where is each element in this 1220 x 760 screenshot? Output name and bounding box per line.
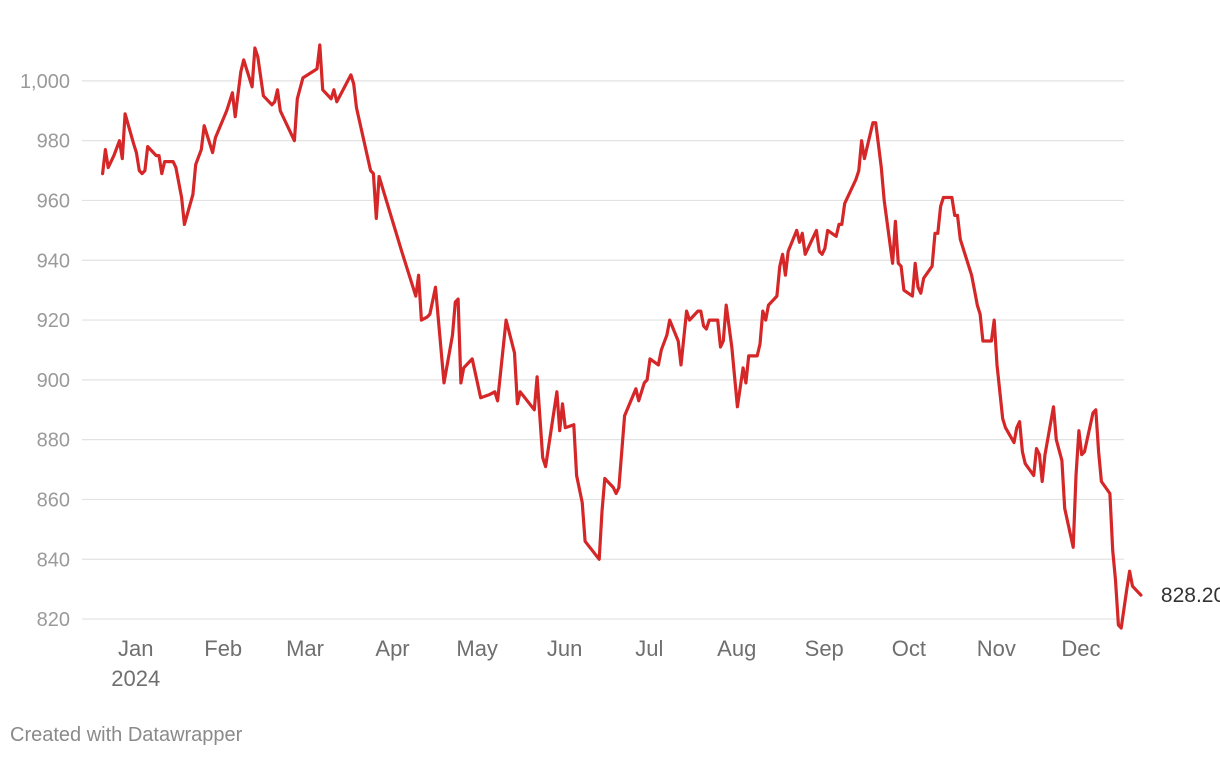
y-axis: 820 840 860 880 900 920 940 960 980 1,000 — [20, 71, 70, 631]
gridlines — [82, 80, 1124, 620]
x-tick-label: Jun — [547, 636, 582, 661]
y-tick-label: 900 — [37, 370, 70, 392]
x-axis: Jan 2024 Feb Mar Apr May Jun Jul Aug Sep Oct Nov Dec — [111, 636, 1100, 691]
y-tick-label: 920 — [37, 310, 70, 332]
x-tick-label: Jan — [118, 636, 153, 661]
series-layer: 828.208 — [101, 43, 1220, 630]
y-tick-label: 940 — [37, 250, 70, 272]
x-tick-label: Nov — [977, 636, 1016, 661]
x-tick-label: May — [456, 636, 498, 661]
x-tick-year-label: 2024 — [111, 666, 160, 691]
y-tick-label: 1,000 — [20, 71, 70, 93]
y-tick-label: 980 — [37, 131, 70, 153]
y-tick-label: 880 — [37, 430, 70, 452]
series-end-value-label: 828.208 — [1161, 584, 1220, 607]
series-line — [101, 43, 1143, 630]
x-tick-label: Sep — [805, 636, 844, 661]
y-tick-label: 960 — [37, 190, 70, 212]
x-tick-label: Oct — [892, 636, 926, 661]
x-tick-label: Aug — [717, 636, 756, 661]
x-tick-label: Feb — [204, 636, 242, 661]
y-tick-label: 860 — [37, 489, 70, 511]
x-tick-label: Apr — [375, 636, 409, 661]
y-tick-label: 820 — [37, 609, 70, 631]
x-tick-label: Mar — [286, 636, 324, 661]
x-tick-label: Dec — [1061, 636, 1100, 661]
y-tick-label: 840 — [37, 549, 70, 571]
x-tick-label: Jul — [635, 636, 663, 661]
datawrapper-credit: Created with Datawrapper — [10, 724, 243, 746]
